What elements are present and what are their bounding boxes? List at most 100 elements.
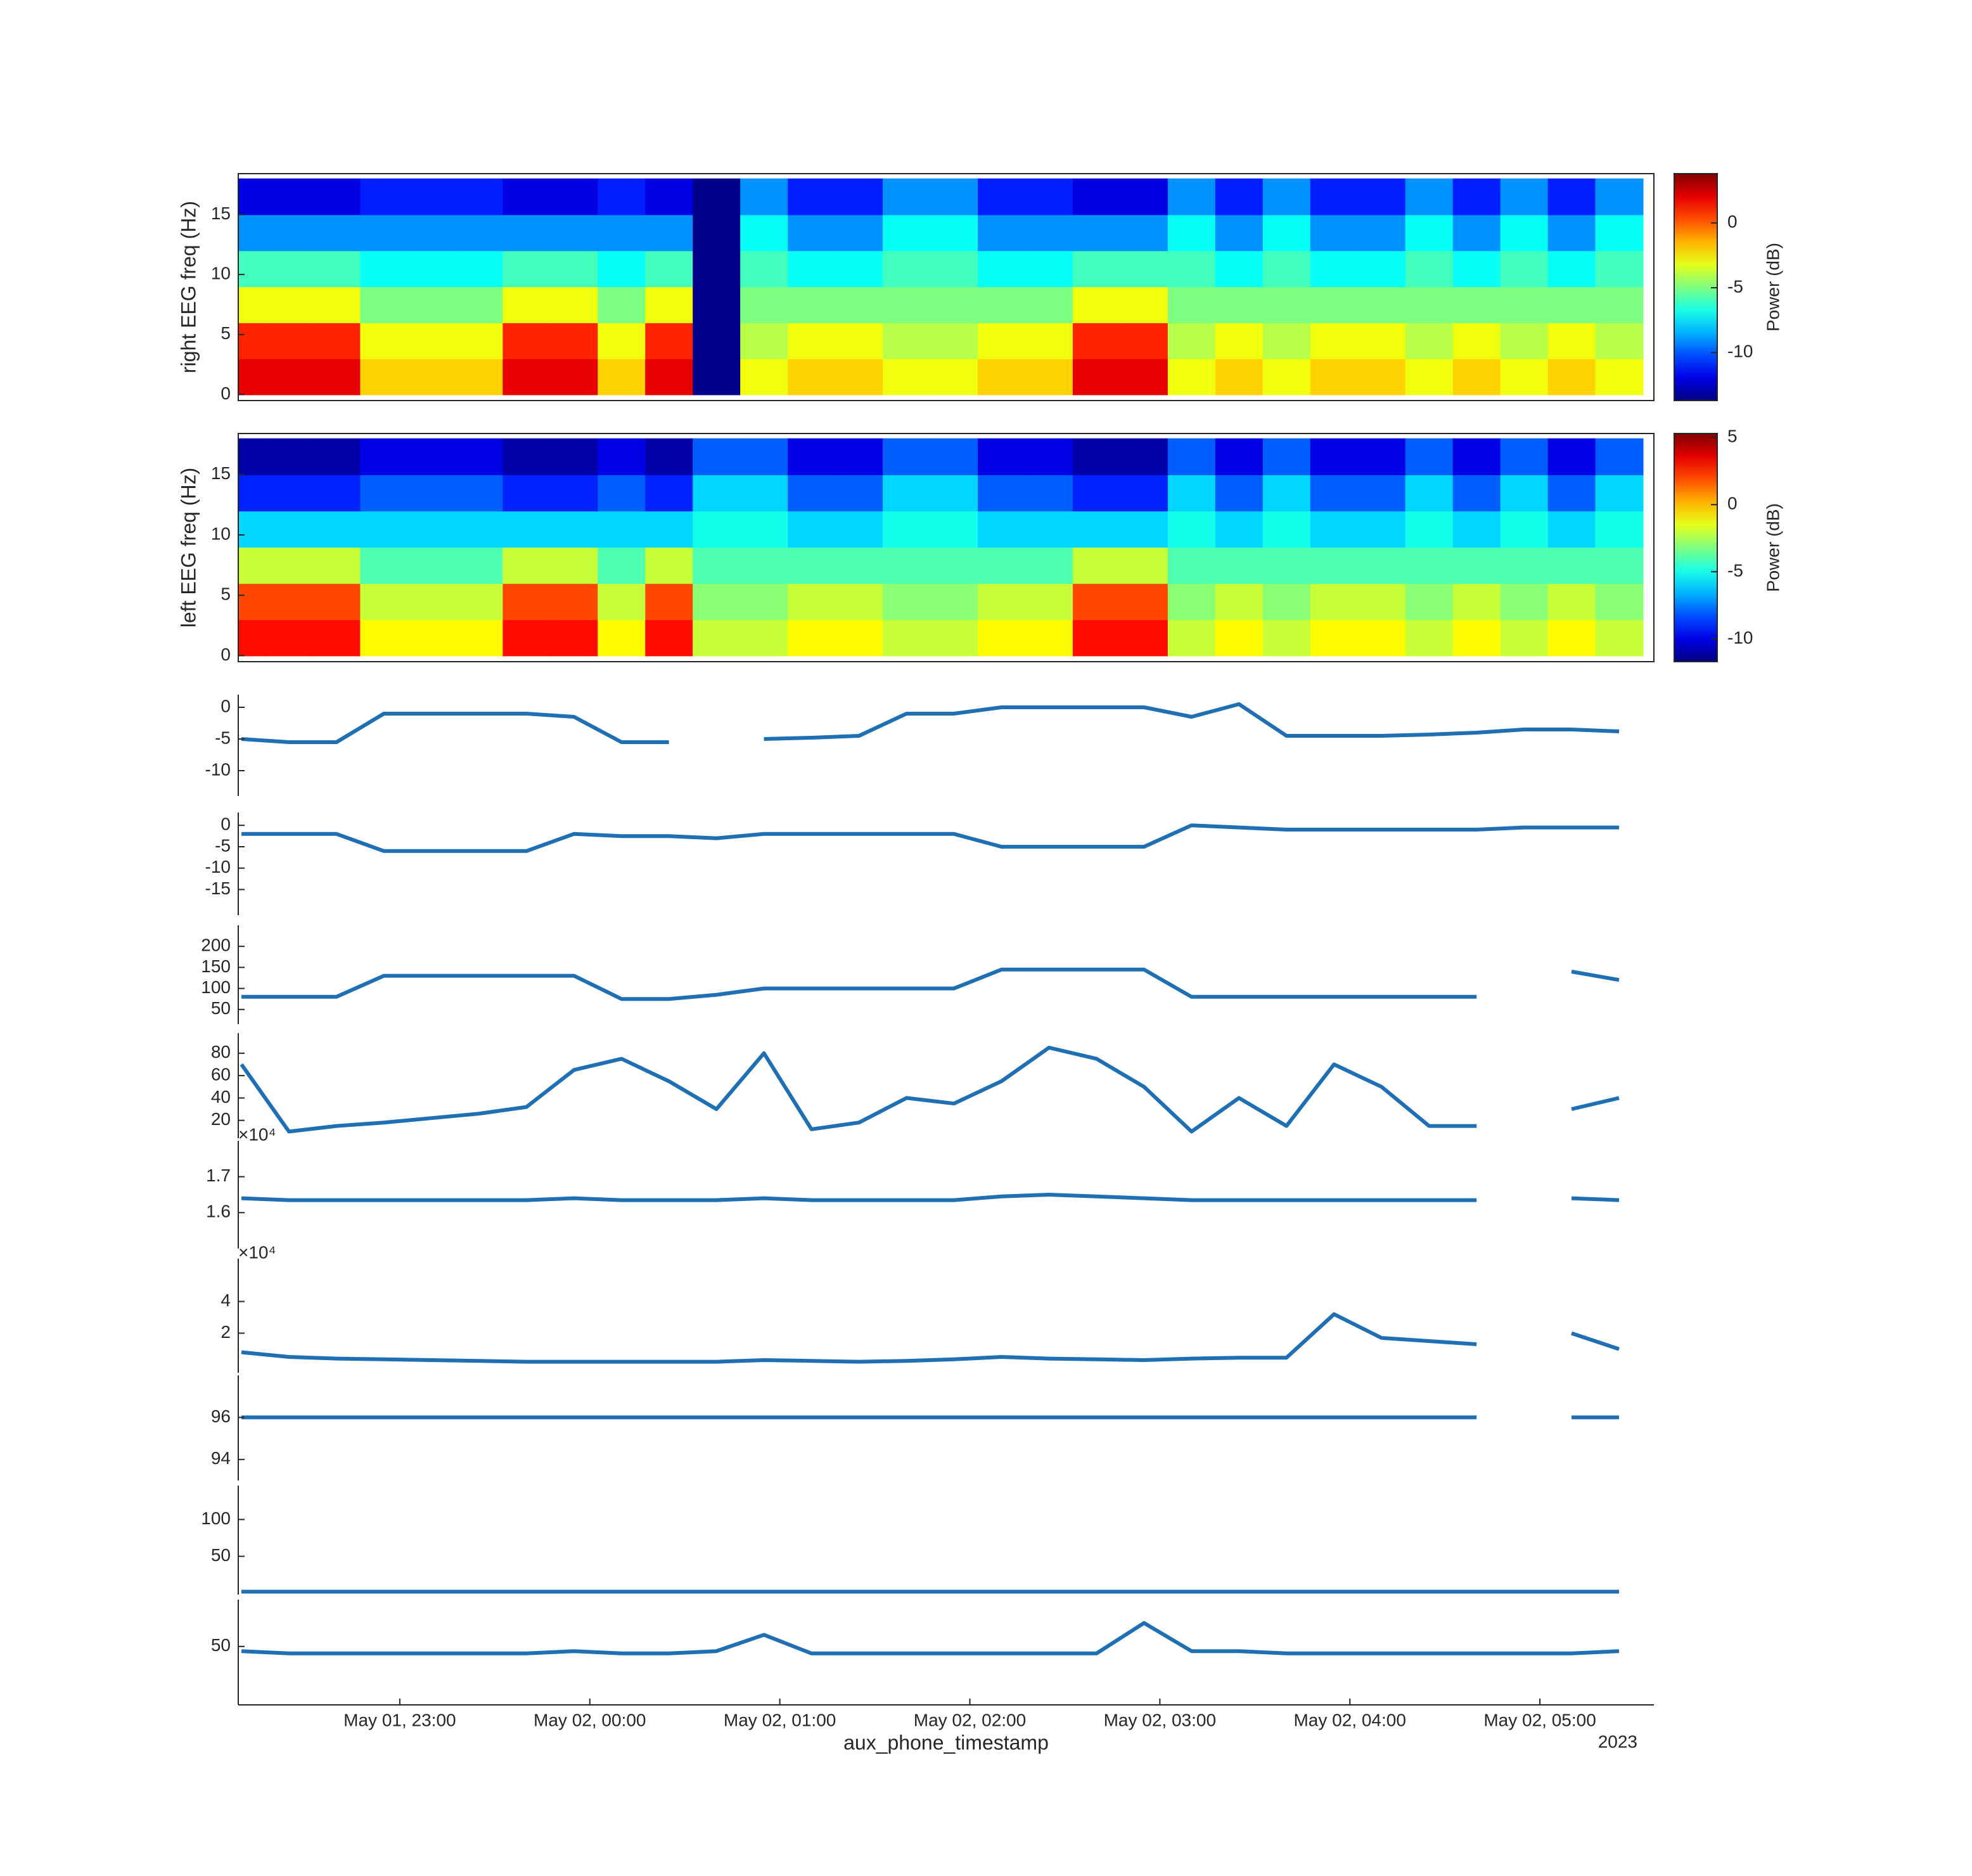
y-tick-label: 0: [221, 383, 231, 403]
heat-cell: [550, 510, 599, 548]
heat-cell: [930, 322, 978, 359]
panel: [238, 178, 1644, 395]
heat-cell: [1072, 438, 1121, 475]
heat-cell: [1547, 214, 1596, 252]
heat-cell: [265, 619, 314, 657]
heat-cell: [455, 438, 504, 475]
x-tick-label: May 02, 05:00: [1483, 1710, 1596, 1730]
heat-cell: [455, 619, 504, 657]
colorbar-tick-label: 0: [1727, 212, 1738, 231]
heat-cell: [645, 214, 694, 252]
heat-cell: [503, 619, 551, 657]
heat-cell: [1405, 214, 1454, 252]
heat-cell: [1262, 250, 1311, 288]
y-tick-label: 2: [221, 1322, 231, 1342]
heat-cell: [930, 583, 978, 620]
heat-cell: [1452, 438, 1501, 475]
heat-cell: [977, 583, 1026, 620]
y-tick-label: 50: [211, 998, 231, 1018]
y-tick-label: 96: [211, 1406, 231, 1426]
heat-cell: [1357, 214, 1406, 252]
heat-cell: [1215, 286, 1264, 323]
heat-cell: [1405, 358, 1454, 395]
y-tick-label: 60: [211, 1064, 231, 1084]
heat-cell: [503, 474, 551, 511]
heat-cell: [1120, 250, 1168, 288]
heat-cell: [1595, 619, 1644, 657]
y-tick-label: 10: [211, 264, 231, 283]
y-tick-label: 0: [221, 645, 231, 664]
heat-cell: [1072, 358, 1121, 395]
heat-cell: [930, 178, 978, 215]
y-tick-label: 50: [211, 1545, 231, 1565]
heat-cell: [1452, 619, 1501, 657]
heat-cell: [930, 619, 978, 657]
heat-cell: [312, 250, 361, 288]
heat-cell: [1120, 286, 1168, 323]
heat-cell: [1120, 358, 1168, 395]
heat-cell: [1120, 619, 1168, 657]
y-axis-label: right EEG freq (Hz): [177, 201, 200, 373]
heat-cell: [1025, 619, 1073, 657]
heat-cell: [835, 583, 884, 620]
y-tick-label: 1.6: [206, 1202, 231, 1221]
heat-cell: [1072, 474, 1121, 511]
heat-cell: [598, 214, 646, 252]
heat-cell: [1167, 547, 1216, 584]
x-tick-label: May 02, 02:00: [914, 1710, 1026, 1730]
heat-cell: [645, 358, 694, 395]
y-tick-label: 200: [201, 935, 231, 955]
y-tick-label: 40: [211, 1087, 231, 1107]
heat-cell: [977, 438, 1026, 475]
heat-cell: [360, 178, 409, 215]
heat-cell: [1310, 583, 1359, 620]
y-tick-label: 0: [221, 814, 231, 834]
heat-cell: [455, 250, 504, 288]
plot-frame: [238, 173, 1655, 401]
heat-cell: [788, 438, 836, 475]
x-tick-label: May 02, 01:00: [724, 1710, 836, 1730]
heat-cell: [407, 510, 456, 548]
heat-cell: [788, 250, 836, 288]
heat-cell: [503, 583, 551, 620]
heat-cell: [360, 438, 409, 475]
heat-cell: [360, 510, 409, 548]
heat-cell: [238, 438, 266, 475]
colorbar-label: Power (dB): [1763, 243, 1783, 331]
heat-cell: [550, 178, 599, 215]
heat-cell: [503, 250, 551, 288]
heat-cell: [930, 286, 978, 323]
heat-cell: [1547, 250, 1596, 288]
heat-cell: [265, 547, 314, 584]
heat-cell: [1500, 547, 1549, 584]
heat-cell: [598, 583, 646, 620]
heat-cell: [407, 619, 456, 657]
heat-cell: [1025, 358, 1073, 395]
heat-cell: [883, 547, 932, 584]
heat-cell: [1595, 322, 1644, 359]
heat-cell: [1262, 474, 1311, 511]
data-line: [241, 967, 1620, 1001]
heat-cell: [455, 322, 504, 359]
heat-cell: [238, 214, 266, 252]
heat-cell: [1215, 583, 1264, 620]
heat-cell: [312, 474, 361, 511]
heat-cell: [1357, 547, 1406, 584]
heat-cell: [598, 358, 646, 395]
heat-cell: [693, 214, 741, 252]
heat-cell: [1595, 286, 1644, 323]
heat-cell: [1025, 583, 1073, 620]
heat-cell: [360, 474, 409, 511]
heat-cell: [1357, 619, 1406, 657]
heat-cell: [835, 358, 884, 395]
heat-cell: [1310, 250, 1359, 288]
heat-cell: [360, 358, 409, 395]
y-tick-label: 50: [211, 1635, 231, 1655]
heat-cell: [883, 619, 932, 657]
heat-cell: [1500, 358, 1549, 395]
heat-cell: [360, 286, 409, 323]
heat-cell: [1500, 510, 1549, 548]
heat-cell: [1262, 286, 1311, 323]
heat-cell: [1595, 358, 1644, 395]
heat-cell: [977, 619, 1026, 657]
